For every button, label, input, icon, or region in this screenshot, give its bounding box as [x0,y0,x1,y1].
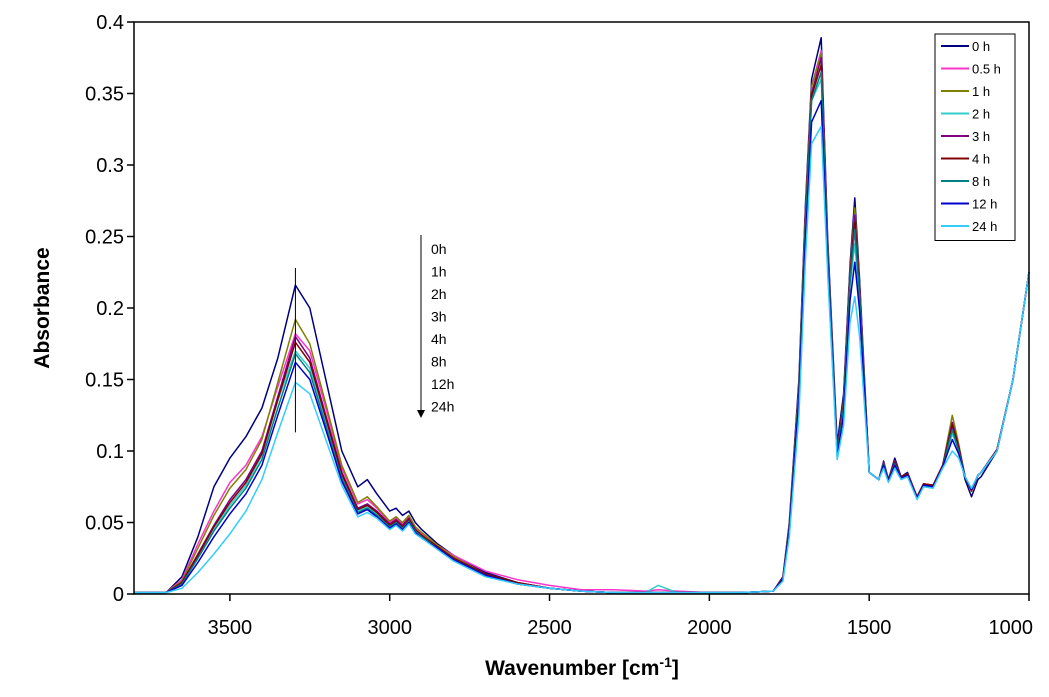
x-axis-title-end: ] [672,657,679,680]
x-tick-label-5: 1000 [989,617,1034,639]
y-tick-label-3: 0.15 [85,370,124,392]
legend-label-3: 2 h [972,107,990,122]
time-arrow-head [417,410,425,418]
y-tick-label-7: 0.35 [85,84,124,106]
time-label-7: 24h [431,399,454,415]
series-line-8 [134,125,1030,594]
time-label-1: 1h [431,264,447,280]
time-label-0: 0h [431,241,447,257]
legend-label-5: 4 h [972,152,990,167]
x-tick-label-0: 3500 [208,617,253,639]
x-axis-title-superscript: -1 [659,654,672,670]
y-axis-title: Absorbance [31,247,54,368]
x-tick-label-4: 1500 [847,617,892,639]
legend-label-8: 24 h [972,219,997,234]
y-tick-label-6: 0.3 [96,155,124,177]
x-axis-title: Wavenumber [cm-1] [485,654,679,680]
x-axis-title-main: Wavenumber [cm [485,657,659,680]
y-tick-label-8: 0.4 [96,12,124,34]
time-annotation: 0h 1h 2h 3h 4h 8h 12h 24h [294,235,454,433]
legend-label-4: 3 h [972,129,990,144]
legend-label-6: 8 h [972,174,990,189]
legend-label-0: 0 h [972,39,990,54]
legend-label-2: 1 h [972,84,990,99]
series-lines [134,36,1030,594]
y-tick-label-5: 0.25 [85,227,124,249]
time-label-6: 12h [431,376,454,392]
axis-ticks: 0 0.05 0.1 0.15 0.2 0.25 0.3 0.35 0.4 3500 3000 250… [85,12,1033,639]
x-tick-label-1: 3000 [367,617,412,639]
time-label-4: 4h [431,331,447,347]
y-tick-label-2: 0.1 [96,441,124,463]
y-tick-label-4: 0.2 [96,298,124,320]
legend-label-7: 12 h [972,197,997,212]
time-label-3: 3h [431,309,447,325]
legend: 0 h 0.5 h 1 h 2 h 3 h 4 h 8 h 12 h 24 h [934,33,1016,241]
x-tick-label-2: 2500 [527,617,572,639]
time-label-5: 8h [431,354,447,370]
time-label-2: 2h [431,286,447,302]
y-tick-label-0: 0 [113,584,124,606]
legend-label-1: 0.5 h [972,62,1001,77]
y-tick-label-1: 0.05 [85,513,124,535]
x-tick-label-3: 2000 [687,617,732,639]
